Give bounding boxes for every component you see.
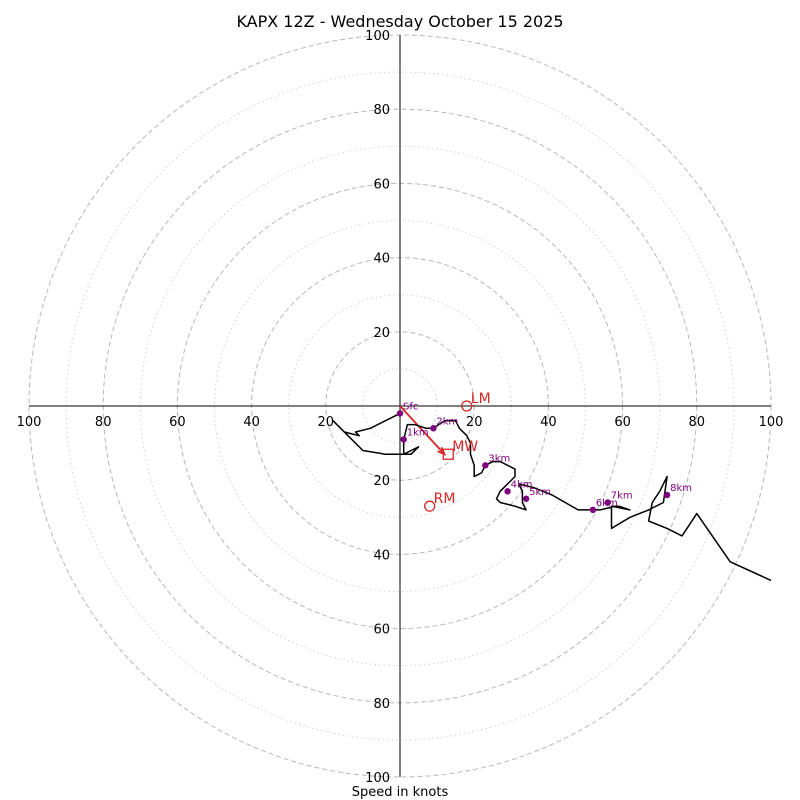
height-label: 3km xyxy=(488,453,510,464)
chart-title: KAPX 12Z - Wednesday October 15 2025 xyxy=(236,12,563,31)
height-markers: Sfc1km2km3km4km5km6km7km8km xyxy=(396,401,692,514)
height-marker-2km xyxy=(430,425,437,432)
x-tick-label: 40 xyxy=(540,415,557,430)
x-tick-label: 20 xyxy=(318,415,335,430)
storm-label: RM xyxy=(434,491,456,507)
height-label: 1km xyxy=(407,427,429,438)
x-tick-label: 100 xyxy=(759,415,784,430)
hodograph-trace xyxy=(332,412,772,582)
x-tick-label: 80 xyxy=(95,415,112,430)
y-tick-label: 20 xyxy=(373,326,390,341)
height-label: 4km xyxy=(511,479,533,490)
x-tick-label: 20 xyxy=(466,415,483,430)
height-label: 7km xyxy=(611,490,633,501)
tick-labels: 100 80 60 40 20 20 40 60 80 100 100 80 60 40 20 20 40 60 8… xyxy=(17,29,784,786)
x-tick-label: 100 xyxy=(17,415,42,430)
height-label: Sfc xyxy=(403,401,418,412)
y-tick-label: 80 xyxy=(373,697,390,712)
storm-label: LM xyxy=(471,391,491,407)
shear-line xyxy=(399,405,446,455)
y-tick-label: 80 xyxy=(373,103,390,118)
height-marker-8km xyxy=(663,491,671,499)
x-tick-label: 60 xyxy=(169,415,186,430)
height-marker-1km xyxy=(400,436,407,443)
y-tick-label: 100 xyxy=(365,29,390,44)
y-tick-label: 60 xyxy=(373,623,390,638)
storm-marker-rm xyxy=(424,500,436,512)
y-tick-label: 40 xyxy=(373,252,390,267)
storm-label: MW xyxy=(452,439,478,455)
storm-marker-lm xyxy=(461,400,473,412)
height-marker-sfc xyxy=(396,410,404,417)
x-tick-label: 80 xyxy=(689,415,706,430)
y-tick-label: 100 xyxy=(365,771,390,786)
height-marker-3km xyxy=(482,462,489,469)
x-axis-label: Speed in knots xyxy=(352,785,449,800)
shear-vector xyxy=(399,405,447,456)
storm-motion-markers: LM MW RM xyxy=(424,391,491,512)
height-marker-4km xyxy=(504,488,511,495)
height-label: 2km xyxy=(436,416,458,427)
y-tick-label: 40 xyxy=(373,548,390,563)
y-tick-label: 60 xyxy=(373,177,390,192)
storm-marker-mw xyxy=(442,448,454,460)
shear-arrowhead xyxy=(437,446,447,456)
height-label: 5km xyxy=(529,487,551,498)
x-tick-label: 60 xyxy=(614,415,631,430)
wind-trace xyxy=(332,412,772,582)
x-tick-label: 40 xyxy=(243,415,260,430)
height-marker-7km xyxy=(604,499,611,506)
y-tick-label: 20 xyxy=(373,474,390,489)
height-marker-5km xyxy=(522,495,530,502)
height-marker-6km xyxy=(589,506,597,514)
height-label: 8km xyxy=(670,483,692,494)
